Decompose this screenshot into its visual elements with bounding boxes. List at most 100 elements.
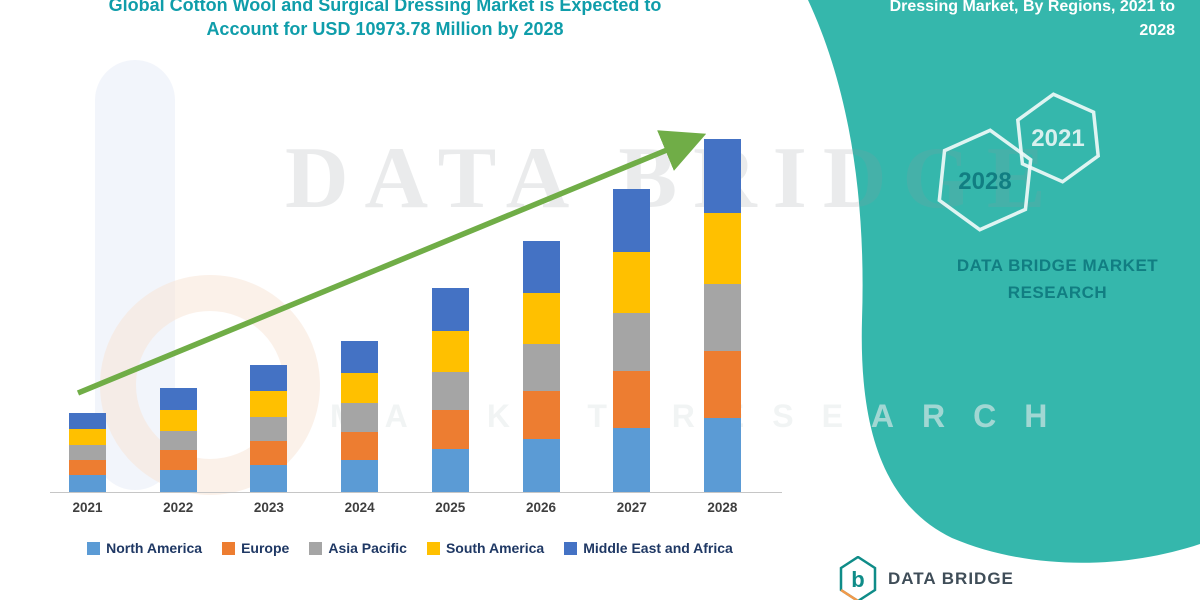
legend-swatch	[87, 541, 101, 555]
logo-orange-accent	[840, 588, 859, 600]
x-axis-label-2026: 2026	[525, 500, 557, 515]
bar-segment-2024	[341, 372, 379, 403]
bar-segment-2022	[159, 409, 197, 431]
bar-segment-2025	[431, 371, 469, 411]
panel-brand-text: DATA BRIDGE MARKET RESEARCH	[915, 252, 1200, 306]
bar-segment-2022	[159, 470, 197, 492]
legend-item: Middle East and Africa	[564, 540, 733, 556]
legend-swatch	[564, 541, 578, 555]
bar-column-2025	[431, 288, 469, 492]
trend-arrow-line	[76, 130, 707, 396]
legend-label: Asia Pacific	[328, 540, 407, 556]
bar-segment-2026	[522, 439, 560, 492]
bar-segment-2027	[613, 252, 651, 313]
bar-column-2024	[341, 340, 379, 492]
bar-segment-2025	[431, 449, 469, 492]
bar-segment-2022	[159, 450, 197, 471]
bar-segment-2023	[250, 416, 288, 442]
bar-segment-2026	[522, 240, 560, 294]
panel-title-line1: Dressing Market, By Regions, 2021 to	[889, 0, 1175, 15]
b-bowl-shape	[100, 275, 320, 495]
bar-segment-2024	[341, 460, 379, 492]
x-axis-label-2023: 2023	[253, 500, 284, 515]
bar-column-2023	[250, 364, 288, 492]
bar-segment-2024	[341, 402, 379, 432]
legend-item: South America	[426, 540, 545, 556]
logo-b-glyph: b	[851, 567, 864, 592]
panel-brand-line2: RESEARCH	[1007, 283, 1108, 302]
hexagon-year-2021: 2021	[1031, 125, 1084, 152]
bar-segment-2027	[613, 428, 651, 492]
legend-swatch	[309, 541, 323, 555]
bar-column-2022	[159, 387, 197, 492]
bar-segment-2023	[250, 364, 288, 392]
x-axis-label-2025: 2025	[435, 500, 466, 515]
panel-title: Dressing Market, By Regions, 2021 to 202…	[830, 0, 1175, 43]
trend-arrow	[76, 130, 707, 396]
bar-segment-2026	[522, 293, 560, 344]
legend-item: North America	[87, 540, 202, 556]
x-axis-line	[50, 492, 782, 493]
bar-segment-2028	[703, 350, 741, 418]
bar-segment-2028	[703, 213, 741, 284]
x-axis-label-2021: 2021	[72, 500, 103, 515]
bar-column-2026	[522, 240, 560, 492]
legend-swatch	[426, 541, 440, 555]
data-bridge-logo-icon: b	[839, 556, 877, 600]
bar-segment-2026	[522, 343, 560, 392]
chart-title-line2: Account for USD 10973.78 Million by 2028	[206, 19, 564, 39]
bar-segment-2021	[69, 445, 106, 461]
legend-label: North America	[106, 540, 203, 556]
bar-segment-2025	[431, 288, 469, 331]
bar-segment-2025	[431, 330, 469, 372]
panel-title-line2: 2028	[1139, 22, 1175, 39]
teal-panel-shape	[808, 0, 1200, 563]
x-axis-label-2027: 2027	[616, 500, 647, 515]
bar-segment-2023	[250, 441, 288, 466]
bar-segment-2026	[522, 391, 560, 440]
legend-swatch	[222, 541, 236, 555]
footer-logo: b DATA BRIDGE	[838, 556, 1014, 600]
bar-segment-2027	[613, 370, 651, 429]
bar-segment-2027	[613, 188, 651, 253]
x-axis-labels: 2021 2022 2023 2024 2025 2026 2027 2028	[55, 500, 755, 515]
bar-segment-2027	[613, 312, 651, 371]
logo-hexagon-shape	[839, 556, 877, 600]
bar-segment-2028	[703, 417, 741, 492]
chart-legend: North America Europe Asia Pacific South Ame…	[30, 540, 790, 556]
hexagon-2021-icon	[1015, 92, 1101, 184]
bar-segment-2021	[69, 475, 106, 492]
bar-segment-2022	[159, 430, 197, 451]
legend-label: South America	[445, 540, 545, 556]
bar-segment-2024	[341, 431, 379, 461]
bar-segment-2021	[69, 429, 106, 446]
b-stem-shape	[95, 60, 175, 490]
bar-column-2028	[703, 138, 741, 492]
x-axis-label-2028: 2028	[707, 500, 738, 515]
legend-label: Middle East and Africa	[583, 540, 733, 556]
bar-segment-2028	[703, 138, 741, 214]
panel-brand-line1: DATA BRIDGE MARKET	[956, 256, 1159, 275]
year-hexagons: 2028 2021	[937, 92, 1101, 232]
legend-item: Europe	[222, 540, 289, 556]
bar-segment-2023	[250, 391, 288, 417]
bar-segment-2022	[159, 387, 197, 410]
bar-segment-2025	[431, 410, 469, 450]
bar-segment-2023	[250, 465, 288, 492]
chart-title: Global Cotton Wool and Surgical Dressing…	[35, 0, 735, 41]
hexagon-year-2028: 2028	[958, 168, 1011, 195]
bar-column-2021	[69, 412, 106, 492]
bar-segment-2028	[703, 283, 741, 351]
bar-column-2027	[613, 188, 651, 492]
x-axis-label-2024: 2024	[344, 500, 375, 515]
chart-title-line1: Global Cotton Wool and Surgical Dressing…	[108, 0, 662, 15]
x-axis-label-2022: 2022	[163, 500, 194, 515]
bar-segment-2021	[69, 460, 106, 476]
legend-item: Asia Pacific	[309, 540, 407, 556]
stacked-bar-plot	[55, 122, 755, 492]
bar-segment-2021	[69, 412, 106, 430]
hexagon-2028-icon	[937, 128, 1033, 232]
legend-label: Europe	[241, 540, 290, 556]
